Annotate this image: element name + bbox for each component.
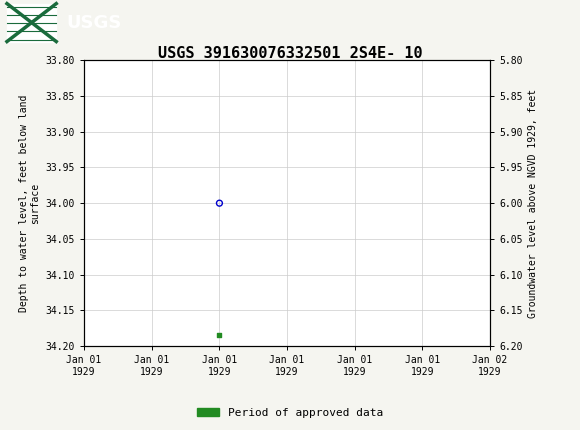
Bar [7,3,56,42]
Point [215,332,224,339]
Y-axis label: Depth to water level, feet below land
surface: Depth to water level, feet below land su… [19,95,40,312]
Y-axis label: Groundwater level above NGVD 1929, feet: Groundwater level above NGVD 1929, feet [528,89,538,318]
Point [215,200,224,206]
Legend: Period of approved data: Period of approved data [193,403,387,422]
Text: USGS 391630076332501 2S4E- 10: USGS 391630076332501 2S4E- 10 [158,46,422,61]
Text: USGS: USGS [67,14,122,31]
